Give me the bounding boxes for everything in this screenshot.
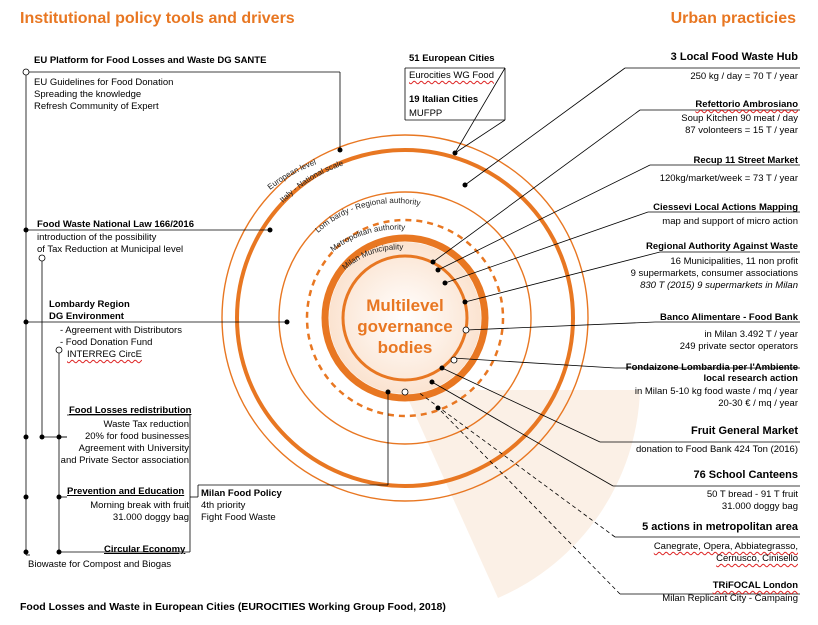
practice-10-line-1: Milan Replicant City - Campaing — [662, 593, 798, 604]
lombardy-line-3: INTERREG CircE — [67, 349, 142, 360]
left-connectors — [25, 71, 389, 556]
practice-5-line-1: in Milan 3.492 T / year — [704, 329, 798, 340]
redistribution-title: Food Losses redistribution — [69, 405, 192, 416]
practice-9-line-2: Cernusco, Cinisello — [716, 553, 798, 564]
footer-caption: Food Losses and Waste in European Cities… — [20, 601, 446, 613]
it-cities-line: MUFPP — [409, 108, 443, 119]
center-label: Multilevel governance bodies — [330, 295, 480, 358]
ring-municipal — [321, 234, 489, 402]
practice-4-line-2: 9 supermarkets, consumer associations — [630, 268, 798, 279]
practice-5-line-2: 249 private sector operators — [679, 341, 798, 352]
practice-1-title: Refettorio Ambrosiano — [695, 99, 798, 110]
ring-national — [235, 148, 575, 488]
eu-platform-line-2: Spreading the knowledge — [34, 89, 142, 100]
prevention-title: Prevention and Education — [67, 486, 185, 497]
practice-10-title: TRiFOCAL London — [712, 580, 798, 591]
redistribution-line-3: Agreement with University — [78, 443, 189, 454]
core-fill — [329, 242, 481, 394]
center-line-3: bodies — [377, 338, 433, 357]
left-title: Institutional policy tools and drivers — [20, 10, 295, 27]
national-law-line-2: of Tax Reduction at Municipal level — [37, 244, 184, 255]
practice-0-line-1: 250 kg / day = 70 T / year — [690, 71, 798, 82]
practice-8-title: 76 School Canteens — [693, 469, 798, 481]
eu-platform-line-3: Refresh Community of Expert — [34, 101, 159, 112]
lombardy-title-2: DG Environment — [49, 311, 124, 322]
network-connectors — [404, 67, 506, 154]
practice-8-line-2: 31.000 doggy bag — [721, 501, 798, 512]
practice-7-title: Fruit General Market — [691, 425, 798, 437]
practice-7-line-1: donation to Food Bank 424 Ton (2016) — [636, 444, 798, 455]
practice-6-line-2: 20-30 € / mq / year — [718, 398, 798, 409]
circular-title: Circular Economy — [104, 544, 186, 555]
right-nodes — [429, 182, 470, 411]
practice-1-line-2: 87 volonteers = 15 T / year — [685, 125, 798, 136]
national-law-line-1: introduction of the possibility — [37, 232, 157, 243]
redistribution-line-1: Waste Tax reduction — [103, 419, 189, 430]
center-line-1: Multilevel — [366, 296, 444, 315]
practice-4-line-1: 16 Municipalities, 11 non profit — [670, 256, 798, 267]
prevention-line-2: 31.000 doggy bag — [112, 512, 189, 523]
practice-1-line-1: Soup Kitchen 90 meat / day — [681, 113, 798, 124]
redistribution-line-4: and Private Sector association — [60, 455, 189, 466]
practice-4-title: Regional Authority Against Waste — [645, 241, 798, 252]
circular-line-1: Biowaste for Compost and Biogas — [28, 559, 172, 570]
practice-2-title: Recup 11 Street Market — [693, 155, 798, 166]
practice-6-line-1: in Milan 5-10 kg food waste / mq / year — [634, 386, 798, 397]
practice-9-line-1: Canegrate, Opera, Abbiategrasso, — [653, 541, 798, 552]
eu-cities-line: Eurocities WG Food — [409, 70, 494, 81]
lombardy-line-2: - Food Donation Fund — [60, 337, 153, 348]
practice-8-line-1: 50 T bread - 91 T fruit — [706, 489, 798, 500]
right-title: Urban practicies — [670, 10, 796, 27]
redistribution-line-2: 20% for food businesses — [84, 431, 189, 442]
eu-platform-line-1: EU Guidelines for Food Donation — [34, 77, 174, 88]
prevention-line-1: Morning break with fruit — [90, 500, 189, 511]
practice-3-title: Ciessevi Local Actions Mapping — [653, 202, 798, 213]
milan-policy-title: Milan Food Policy — [201, 488, 282, 499]
lombardy-line-1: - Agreement with Distributors — [60, 325, 182, 336]
left-nodes — [22, 68, 409, 555]
eu-cities-title: 51 European Cities — [409, 53, 495, 64]
ring-metropolitan — [305, 218, 505, 418]
it-cities-title: 19 Italian Cities — [409, 94, 479, 105]
center-line-2: governance — [357, 317, 453, 336]
practice-4-line-3: 830 T (2015) 9 supermarkets in Milan — [640, 280, 798, 291]
ring-core — [341, 254, 469, 382]
practice-6-title-2: local research action — [703, 373, 798, 384]
practice-9-title: 5 actions in metropolitan area — [642, 521, 798, 533]
milan-policy-line-1: 4th priority — [201, 500, 246, 511]
eu-platform-title: EU Platform for Food Losses and Waste DG… — [34, 55, 267, 66]
milan-policy-line-2: Fight Food Waste — [201, 512, 276, 523]
ring-european — [221, 134, 589, 502]
lombardy-title-1: Lombardy Region — [49, 299, 130, 310]
practice-0-title: 3 Local Food Waste Hub — [670, 51, 798, 63]
right-connectors — [417, 67, 800, 595]
practice-3-line-1: map and support of micro action — [662, 216, 798, 227]
national-law-title: Food Waste National Law 166/2016 — [37, 219, 194, 230]
practice-2-line-1: 120kg/market/week = 73 T / year — [659, 173, 798, 184]
ring-regional — [278, 191, 532, 445]
practice-5-title: Banco Alimentare - Food Bank — [660, 312, 798, 323]
practice-6-title: Fondaizone Lombardia per l'Ambiente — [625, 362, 798, 373]
